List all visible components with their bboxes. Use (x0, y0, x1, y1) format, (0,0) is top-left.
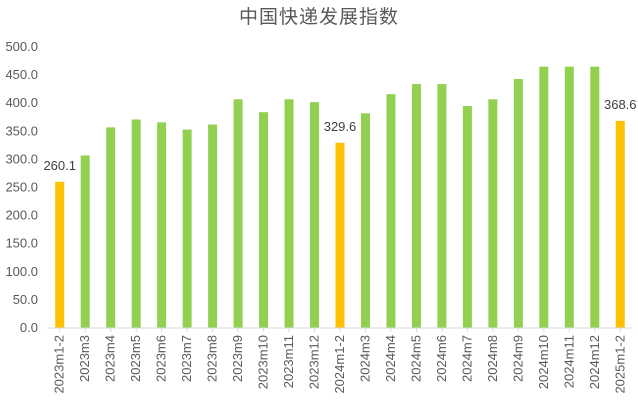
x-tick-label-2024m7: 2024m7 (459, 335, 474, 382)
data-labels: 260.1 329.6 368.6 (43, 97, 636, 173)
x-tick-label-2024m4: 2024m4 (383, 335, 398, 382)
x-tick-label-2023m5: 2023m5 (128, 335, 143, 382)
bar-2024m8 (488, 99, 498, 329)
bar-2024m12 (590, 66, 600, 329)
bar-2023m7 (182, 129, 192, 328)
y-tick-label: 250.0 (5, 180, 38, 195)
y-tick-label: 500.0 (5, 39, 38, 54)
x-tick-label-2024m5: 2024m5 (408, 335, 423, 382)
bar-2023m3 (80, 155, 90, 328)
y-tick-label: 150.0 (5, 236, 38, 251)
y-tick-label: 450.0 (5, 67, 38, 82)
x-tick-label-2024m10: 2024m10 (536, 335, 551, 389)
x-tick-label-2023m1-2: 2023m1-2 (52, 335, 67, 394)
x-tick-label-2024m6: 2024m6 (434, 335, 449, 382)
x-axis-ticks: 2023m1-2 2023m3 2023m4 2023m5 2023m6 2023m7 20… (52, 328, 627, 394)
data-label-2024m1-2: 329.6 (324, 119, 357, 134)
x-tick-label-2024m1-2: 2024m1-2 (332, 335, 347, 394)
x-tick-label-2023m12: 2023m12 (307, 335, 322, 389)
bar-2024m3 (360, 113, 370, 328)
bar-2023m11 (284, 99, 294, 329)
bar-2023m10 (259, 112, 269, 328)
y-tick-label: 50.0 (13, 292, 38, 307)
bar-2023m4 (106, 127, 116, 328)
bar-2024m6 (437, 84, 447, 328)
chart-title: 中国快递发展指数 (238, 6, 399, 28)
bar-2024m1-2 (335, 142, 345, 328)
data-label-2023m1-2: 260.1 (43, 158, 76, 173)
bar-2023m12 (310, 102, 320, 329)
x-tick-label-2023m7: 2023m7 (179, 335, 194, 382)
x-tick-label-2025m1-2: 2025m1-2 (612, 335, 627, 394)
bar-2024m4 (386, 94, 396, 328)
x-tick-label-2023m3: 2023m3 (77, 335, 92, 382)
bar-2024m10 (539, 66, 549, 329)
bar-2025m1-2 (615, 120, 625, 328)
y-tick-label: 0.0 (20, 320, 38, 335)
x-tick-label-2023m6: 2023m6 (154, 335, 169, 382)
bar-2024m11 (564, 66, 574, 329)
x-tick-label-2023m8: 2023m8 (205, 335, 220, 382)
x-tick-label-2023m4: 2023m4 (103, 335, 118, 382)
bar-2024m7 (462, 106, 472, 328)
x-tick-label-2023m9: 2023m9 (230, 335, 245, 382)
bar-2023m9 (233, 99, 243, 329)
y-tick-label: 200.0 (5, 208, 38, 223)
y-tick-label: 400.0 (5, 95, 38, 110)
y-tick-label: 350.0 (5, 123, 38, 138)
data-label-2025m1-2: 368.6 (604, 97, 637, 112)
bar-2024m5 (411, 84, 421, 328)
x-tick-label-2023m11: 2023m11 (281, 335, 296, 388)
x-tick-label-2023m10: 2023m10 (256, 335, 271, 389)
bars (55, 66, 625, 329)
x-tick-label-2024m3: 2024m3 (357, 335, 372, 382)
bar-2024m9 (513, 79, 523, 328)
bar-2023m6 (157, 122, 167, 328)
bar-2023m5 (131, 119, 141, 328)
x-tick-label-2024m9: 2024m9 (510, 335, 525, 382)
x-tick-label-2024m12: 2024m12 (587, 335, 602, 389)
x-tick-label-2024m11: 2024m11 (561, 335, 576, 388)
y-tick-label: 300.0 (5, 151, 38, 166)
x-tick-label-2024m8: 2024m8 (485, 335, 500, 382)
y-axis-ticks: 0.0 50.0 100.0 150.0 200.0 250.0 300.0 350.0 400… (5, 39, 38, 335)
bar-2023m8 (208, 124, 218, 328)
y-tick-label: 100.0 (5, 264, 38, 279)
bar-2023m1-2 (55, 181, 65, 328)
